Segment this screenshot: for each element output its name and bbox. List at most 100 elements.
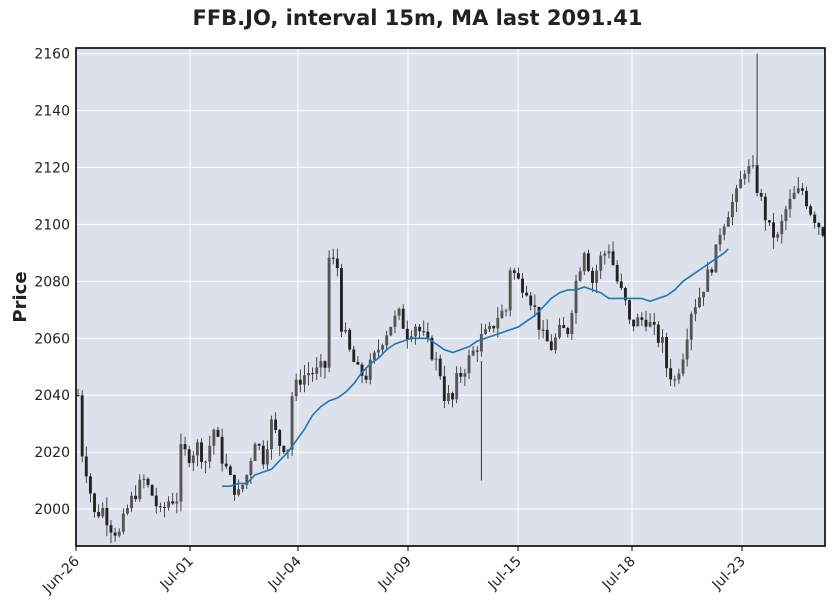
candle-body [681,359,685,374]
candle-body [521,278,524,293]
candle-body [241,484,245,490]
candle-body [545,329,549,342]
candle-body [302,375,306,385]
candle-body [340,268,343,332]
candle-body [216,429,220,437]
candle-body [726,217,730,227]
candle-body [212,429,216,446]
candle-body [344,329,347,332]
candle-body [685,339,689,360]
candle-body [117,531,121,536]
y-tick-label: 2080 [34,274,70,290]
candle-body [434,358,438,360]
candle-body [784,209,788,221]
candle-body [422,331,426,333]
candle-body [562,324,566,329]
y-axis-ticks: 2000 2020 2040 2060 2080 2100 2120 2140 2160 [34,47,70,518]
candle-body [195,442,199,456]
candle-body [331,257,335,259]
candle-body [566,328,570,335]
candle-body [327,257,331,368]
candle-body [130,495,133,509]
candle-body [442,376,446,401]
candle-body [249,460,253,476]
candle-body [163,506,166,508]
candle-body [447,393,450,401]
candle-body [661,337,664,343]
candle-body [817,222,821,228]
y-tick-label: 2060 [34,331,70,347]
y-tick-label: 2000 [34,502,70,518]
candle-body [298,379,302,385]
candle-body [265,449,269,465]
candle-body [595,270,599,283]
candle-body [405,328,409,339]
candle-body [512,270,516,274]
candle-body [656,324,660,343]
candle-body [307,373,310,376]
candle-body [414,326,417,337]
x-tick-label: Jul-09 [375,554,415,594]
candle-body [220,436,224,464]
candle-body [689,314,693,340]
candle-body [615,264,619,282]
candle-body [496,318,500,329]
candle-body [735,188,738,203]
candle-body [381,345,385,350]
candle-body [93,493,96,513]
candle-body [228,466,232,475]
candle-body [780,220,784,235]
candle-body [200,442,203,462]
candle-body [788,198,792,210]
candle-body [290,396,294,450]
candle-body [805,190,808,207]
candle-body [352,349,356,362]
y-tick-label: 2120 [34,161,70,177]
x-tick-label: Jul-01 [157,554,197,594]
x-tick-label: Jul-18 [599,554,639,594]
candle-body [710,269,714,273]
candle-body [142,478,146,480]
candle-body [455,373,459,400]
candle-body [800,188,804,191]
candle-body [80,395,84,457]
candle-body [109,525,113,533]
candle-body [245,475,249,485]
candle-body [706,269,710,292]
candle-body [126,508,129,514]
candle-body [187,449,191,464]
candle-body [751,165,755,167]
candle-body [599,255,603,271]
candle-body [743,173,747,179]
candle-body [418,326,422,332]
candle-body [237,489,240,495]
candle-body [648,322,652,327]
candle-body [150,485,154,496]
y-tick-label: 2140 [34,104,70,120]
candle-body [607,251,611,254]
candle-body [759,192,763,197]
candle-body [282,445,286,453]
candle-body [158,506,162,508]
candle-body [623,287,627,301]
moving-average [222,248,729,487]
candle-body [154,495,158,507]
x-axis-ticks: Jun-26 Jul-01 Jul-04 Jul-09 Jul-15 Jul-18 Jul-… [39,546,749,597]
candle-body [364,375,368,380]
candle-body [76,395,80,397]
candle-body [348,329,352,350]
candle-body [134,495,138,500]
candle-body [426,331,430,338]
candle-body [488,325,492,330]
plot-border [75,47,826,547]
y-axis-label: Price [10,271,31,322]
candle-body [792,192,796,199]
candle-body [809,206,813,215]
candle-body [270,419,273,450]
ma-line [222,248,729,487]
candle-body [319,361,323,368]
chart-title: FFB.JO, interval 15m, MA last 2091.41 [192,6,643,30]
candle-body [385,335,389,346]
x-tick-label: Jul-15 [485,554,525,594]
candle-body [389,326,393,336]
